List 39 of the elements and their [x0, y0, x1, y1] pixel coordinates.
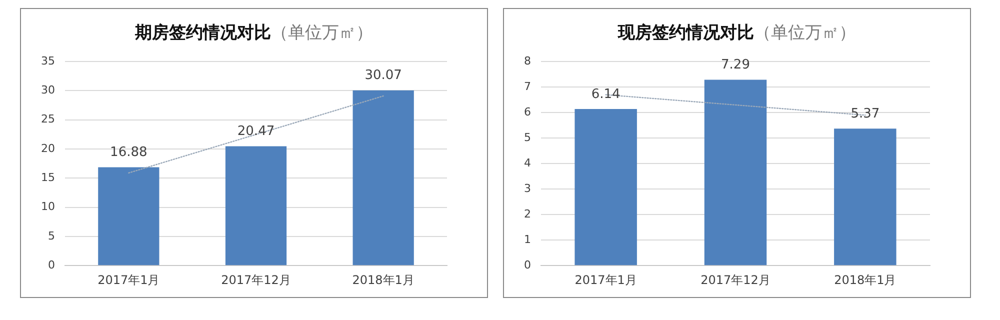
y-tick-label: 7	[524, 80, 531, 93]
y-tick-label: 0	[48, 258, 55, 272]
y-tick-label: 10	[40, 200, 55, 214]
chart-subtitle: （单位万㎡）	[271, 23, 373, 43]
chart-title: 现房签约情况对比	[618, 23, 754, 43]
y-tick-label: 30	[40, 84, 55, 97]
y-tick-label: 5	[524, 130, 531, 144]
bar	[225, 146, 287, 266]
y-tick-label: 1	[524, 232, 531, 246]
y-tick-label: 8	[524, 54, 531, 68]
bar	[352, 90, 414, 266]
bar	[574, 109, 637, 266]
data-label: 16.88	[110, 145, 148, 160]
y-tick-label: 0	[524, 258, 531, 272]
data-label: 6.14	[591, 86, 620, 102]
x-tick-label: 2017年12月	[700, 272, 770, 287]
y-tick-label: 2	[524, 207, 531, 220]
data-label: 30.07	[364, 68, 402, 84]
y-tick-label: 20	[40, 142, 55, 155]
x-tick-label: 2018年1月	[834, 272, 896, 287]
data-label: 5.37	[850, 106, 880, 122]
chart-title: 期房签约情况对比	[135, 23, 271, 43]
y-tick-label: 5	[48, 229, 55, 242]
chart-subtitle: （单位万㎡）	[754, 23, 856, 43]
y-tick-label: 4	[524, 156, 531, 170]
x-tick-label: 2017年1月	[574, 272, 637, 287]
x-tick-label: 2017年1月	[98, 272, 160, 287]
y-tick-label: 6	[524, 105, 531, 118]
data-label: 7.29	[721, 58, 750, 73]
data-label: 20.47	[237, 124, 275, 140]
y-tick-label: 35	[40, 54, 55, 68]
y-tick-label: 3	[524, 182, 531, 195]
bar	[704, 80, 767, 266]
x-tick-label: 2018年1月	[352, 272, 414, 287]
bar	[98, 167, 160, 266]
x-tick-label: 2017年12月	[221, 272, 291, 287]
y-tick-label: 15	[40, 171, 55, 184]
y-tick-label: 25	[40, 112, 55, 126]
bar	[834, 128, 896, 266]
